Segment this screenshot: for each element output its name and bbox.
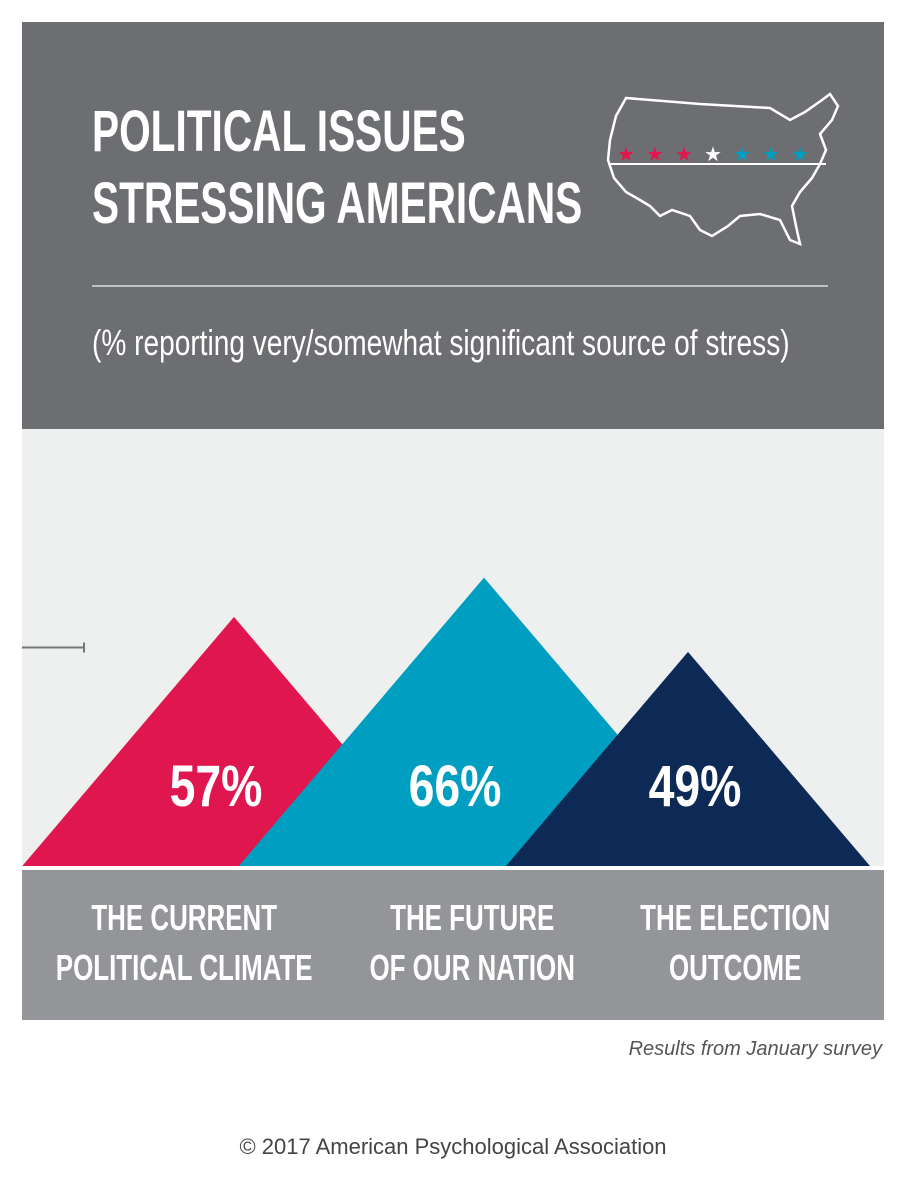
star: ★ xyxy=(675,144,693,166)
value-label: 57% xyxy=(170,754,263,819)
category-panel xyxy=(22,870,884,1020)
note: Results from January survey xyxy=(628,1038,882,1060)
us-map-icon xyxy=(606,92,840,247)
stars: ★ ★ ★ ★ ★ ★ ★ xyxy=(617,144,809,166)
value-label: 66% xyxy=(409,754,502,819)
chart-title: POLITICAL ISSUES STRESSING AMERICANS xyxy=(92,99,583,236)
star: ★ xyxy=(762,144,780,166)
triangle xyxy=(505,651,871,866)
category-label: THE FUTURE OF OUR NATION xyxy=(369,897,575,988)
copyright: © 2017 American Psychological Associatio… xyxy=(239,1134,667,1159)
header-panel xyxy=(22,22,884,429)
category-label: THE ELECTION OUTCOME xyxy=(639,897,831,988)
value-label: 49% xyxy=(649,754,742,819)
star: ★ xyxy=(733,144,751,166)
category-label: THE CURRENT POLITICAL CLIMATE xyxy=(55,897,313,988)
chart-subtitle: (% reporting very/somewhat significant s… xyxy=(92,322,790,363)
star: ★ xyxy=(704,144,722,166)
star: ★ xyxy=(646,144,664,166)
star: ★ xyxy=(791,144,809,166)
star: ★ xyxy=(617,144,635,166)
